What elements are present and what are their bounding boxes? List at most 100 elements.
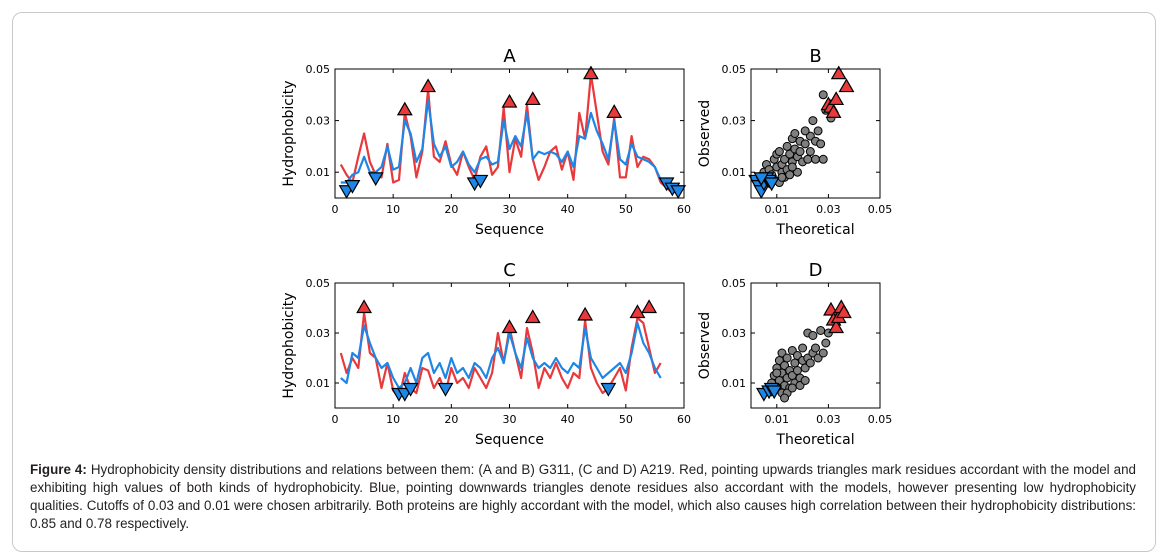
scatter-point — [816, 139, 826, 149]
y-tick-label: 0.01 — [722, 166, 747, 179]
marker-up-triangle — [835, 304, 852, 319]
y-tick-label: 0.01 — [722, 377, 747, 390]
scatter-point — [816, 326, 826, 335]
axes-frame-d — [750, 282, 881, 409]
panel-title-c: C — [503, 260, 516, 281]
x-tick-label: 30 — [503, 203, 517, 216]
x-tick-label: 40 — [561, 413, 575, 426]
caption-label: Figure 4: — [30, 462, 87, 477]
y-axis-label: Hydrophobicity — [281, 292, 297, 398]
marker-down-triangle — [344, 180, 361, 194]
x-tick-label: 50 — [619, 203, 633, 216]
scatter-point — [813, 126, 823, 136]
y-tick-label: 0.01 — [306, 166, 331, 179]
marker-up-triangle — [356, 299, 373, 314]
figure-caption: Figure 4: Hydrophobicity density distrib… — [30, 461, 1136, 533]
axes-frame-a — [334, 68, 685, 199]
panel-c: 0 10 20 30 40 50 60 0.01 0.03 0.05 C Sequence Hydrop… — [281, 260, 691, 448]
marker-up-triangle — [606, 104, 623, 118]
scatter-point — [787, 162, 797, 172]
x-tick-label: 10 — [386, 203, 400, 216]
scatter-point — [772, 368, 782, 378]
figure-4-plots: 0 10 20 30 40 50 60 0.01 0.03 0.05 A Sequence Hydrop… — [281, 46, 892, 448]
y-tick-label: 0.03 — [306, 327, 331, 340]
marker-up-triangle — [524, 91, 541, 106]
series-blue-line-c — [340, 321, 662, 390]
x-tick-label: 10 — [386, 413, 400, 426]
scatter-point — [777, 172, 787, 182]
marker-up-triangle — [825, 104, 842, 118]
y-tick-label: 0.05 — [722, 63, 747, 76]
marker-down-triangle — [753, 185, 770, 199]
x-tick-label: 0.01 — [765, 413, 790, 426]
scatter-point — [774, 147, 784, 157]
marker-up-triangle — [641, 299, 658, 314]
x-tick-label: 20 — [444, 203, 458, 216]
marker-down-triangle — [670, 185, 687, 199]
x-tick-label: 50 — [619, 413, 633, 426]
scatter-point — [795, 147, 805, 157]
panel-title-b: B — [809, 46, 821, 67]
x-tick-label: 0.01 — [765, 203, 790, 216]
scatter-point — [800, 139, 810, 149]
x-tick-label: 40 — [561, 203, 575, 216]
marker-up-triangle — [828, 319, 845, 334]
scatter-point — [818, 90, 828, 100]
scatter-point — [805, 358, 815, 368]
scatter-point — [803, 154, 813, 164]
x-tick-label: 0.05 — [868, 413, 893, 426]
panel-a: 0 10 20 30 40 50 60 0.01 0.03 0.05 A Sequence Hydrop… — [281, 46, 691, 238]
x-axis-label: Sequence — [475, 222, 544, 238]
marker-down-triangle — [763, 177, 780, 192]
scatter-point — [800, 126, 810, 136]
scatter-point — [818, 154, 828, 164]
x-tick-label: 0 — [332, 203, 339, 216]
x-tick-label: 60 — [677, 413, 691, 426]
series-blue-line-a — [340, 98, 679, 192]
marker-down-triangle — [437, 382, 454, 397]
x-tick-label: 0.03 — [816, 413, 841, 426]
marker-up-triangle — [838, 78, 855, 93]
scatter-point — [782, 141, 792, 151]
scatter-point — [790, 358, 800, 368]
axes-frame-b — [750, 68, 881, 199]
marker-up-triangle — [524, 309, 541, 324]
marker-down-triangle — [766, 385, 783, 400]
marker-up-triangle — [396, 101, 413, 116]
y-tick-label: 0.03 — [306, 115, 331, 128]
scatter-point — [811, 154, 820, 164]
scatter-point — [818, 348, 828, 358]
scatter-point — [780, 393, 790, 403]
marker-up-triangle — [501, 319, 518, 334]
panel-title-d: D — [809, 260, 823, 281]
y-tick-label: 0.05 — [722, 277, 747, 290]
panel-d: 0.01 0.03 0.05 0.01 0.03 0.05 D Theoretical Obse… — [697, 260, 892, 448]
x-tick-label: 0.03 — [816, 203, 841, 216]
scatter-point — [787, 383, 797, 393]
y-tick-label: 0.05 — [306, 277, 331, 290]
y-axis-label: Observed — [697, 100, 713, 167]
scatter-point — [811, 343, 820, 353]
y-tick-label: 0.03 — [722, 327, 747, 340]
x-axis-label: Sequence — [475, 432, 544, 448]
x-tick-label: 60 — [677, 203, 691, 216]
figure-frame — [12, 12, 1156, 552]
scatter-point — [808, 331, 818, 340]
marker-down-triangle — [600, 382, 617, 397]
marker-down-triangle — [753, 172, 770, 187]
y-axis-label: Hydrophobicity — [281, 80, 297, 186]
y-axis-label: Observed — [697, 312, 713, 379]
scatter-point — [805, 147, 815, 157]
scatter-point — [785, 170, 795, 180]
marker-up-triangle — [577, 306, 594, 321]
x-tick-label: 30 — [503, 413, 517, 426]
x-tick-label: 0.05 — [868, 203, 893, 216]
y-tick-label: 0.05 — [306, 63, 331, 76]
scatter-point — [798, 343, 808, 353]
x-tick-label: 20 — [444, 413, 458, 426]
marker-up-triangle — [420, 78, 437, 93]
marker-up-triangle — [501, 93, 518, 108]
plot-area-a — [339, 73, 679, 194]
y-tick-label: 0.01 — [306, 377, 331, 390]
panel-b: 0.01 0.03 0.05 0.01 0.03 0.05 B Theoretical Obse… — [697, 46, 892, 238]
